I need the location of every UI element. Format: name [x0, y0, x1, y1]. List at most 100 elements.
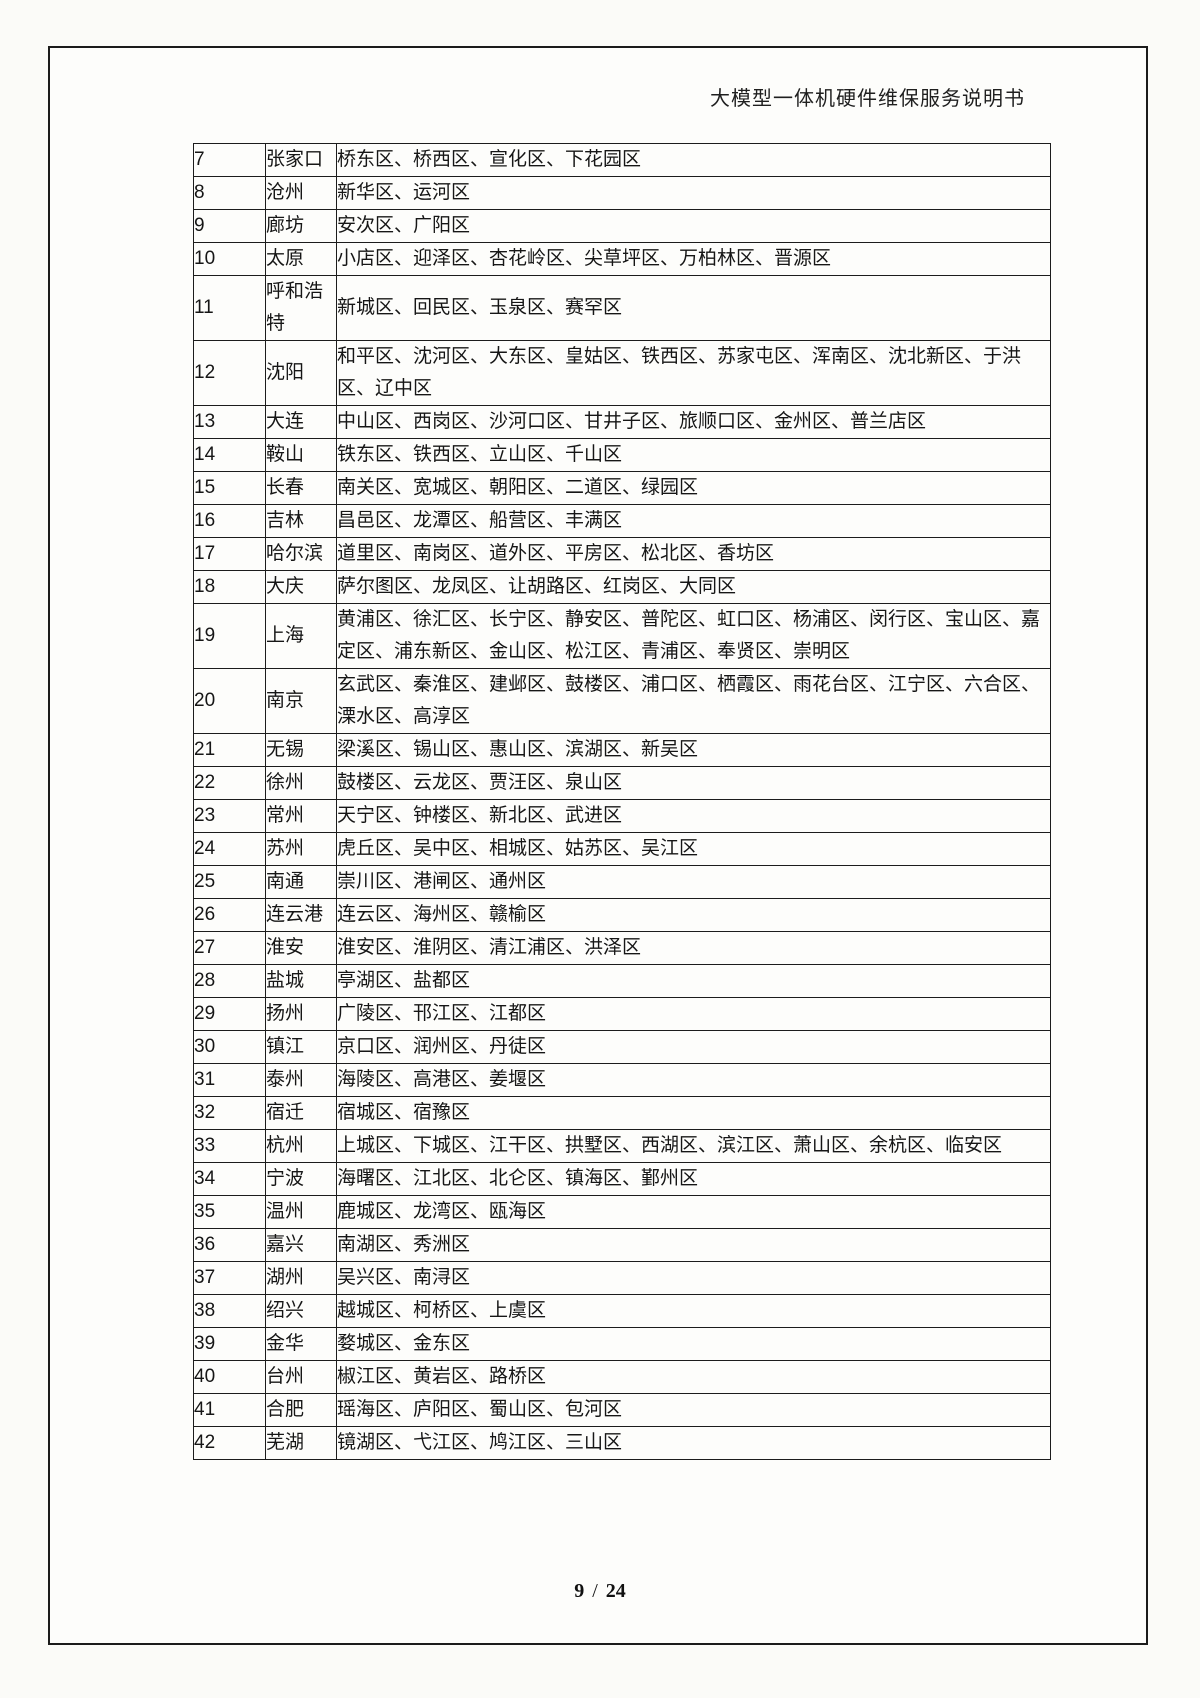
page-number-footer: 9 / 24 [0, 1580, 1200, 1603]
districts-cell: 吴兴区、南浔区 [336, 1261, 1051, 1295]
row-number-cell: 8 [193, 176, 266, 210]
row-number-cell: 34 [193, 1162, 266, 1196]
table-row: 33 杭州 上城区、下城区、江干区、拱墅区、西湖区、滨江区、萧山区、余杭区、临安… [193, 1129, 1051, 1163]
city-name-cell: 沈阳 [265, 340, 337, 406]
districts-cell: 鹿城区、龙湾区、瓯海区 [336, 1195, 1051, 1229]
row-number-cell: 9 [193, 209, 266, 243]
row-number-cell: 10 [193, 242, 266, 276]
city-name-cell: 宁波 [265, 1162, 337, 1196]
row-number-cell: 33 [193, 1129, 266, 1163]
city-name-cell: 绍兴 [265, 1294, 337, 1328]
districts-cell: 椒江区、黄岩区、路桥区 [336, 1360, 1051, 1394]
page-number-divider: / [592, 1580, 598, 1602]
city-name-cell: 无锡 [265, 733, 337, 767]
city-name-cell: 廊坊 [265, 209, 337, 243]
city-name-cell: 扬州 [265, 997, 337, 1031]
row-number-cell: 41 [193, 1393, 266, 1427]
districts-cell: 淮安区、淮阴区、清江浦区、洪泽区 [336, 931, 1051, 965]
row-number-cell: 28 [193, 964, 266, 998]
table-row: 11 呼和浩特 新城区、回民区、玉泉区、赛罕区 [193, 275, 1051, 341]
table-row: 9 廊坊 安次区、广阳区 [193, 209, 1051, 243]
table-row: 36 嘉兴 南湖区、秀洲区 [193, 1228, 1051, 1262]
table-row: 23 常州 天宁区、钟楼区、新北区、武进区 [193, 799, 1051, 833]
row-number-cell: 24 [193, 832, 266, 866]
city-name-cell: 大连 [265, 405, 337, 439]
table-row: 32 宿迁 宿城区、宿豫区 [193, 1096, 1051, 1130]
city-name-cell: 大庆 [265, 570, 337, 604]
row-number-cell: 12 [193, 340, 266, 406]
table-row: 42 芜湖 镜湖区、弋江区、鸠江区、三山区 [193, 1426, 1051, 1460]
table-row: 24 苏州 虎丘区、吴中区、相城区、姑苏区、吴江区 [193, 832, 1051, 866]
table-row: 31 泰州 海陵区、高港区、姜堰区 [193, 1063, 1051, 1097]
districts-cell: 南关区、宽城区、朝阳区、二道区、绿园区 [336, 471, 1051, 505]
districts-cell: 越城区、柯桥区、上虞区 [336, 1294, 1051, 1328]
row-number-cell: 37 [193, 1261, 266, 1295]
table-row: 40 台州 椒江区、黄岩区、路桥区 [193, 1360, 1051, 1394]
table-row: 12 沈阳 和平区、沈河区、大东区、皇姑区、铁西区、苏家屯区、浑南区、沈北新区、… [193, 340, 1051, 406]
row-number-cell: 7 [193, 143, 266, 177]
row-number-cell: 32 [193, 1096, 266, 1130]
row-number-cell: 26 [193, 898, 266, 932]
row-number-cell: 22 [193, 766, 266, 800]
city-name-cell: 长春 [265, 471, 337, 505]
districts-cell: 婺城区、金东区 [336, 1327, 1051, 1361]
districts-cell: 道里区、南岗区、道外区、平房区、松北区、香坊区 [336, 537, 1051, 571]
districts-cell: 安次区、广阳区 [336, 209, 1051, 243]
city-name-cell: 上海 [265, 603, 337, 669]
table-row: 14 鞍山 铁东区、铁西区、立山区、千山区 [193, 438, 1051, 472]
table-row: 27 淮安 淮安区、淮阴区、清江浦区、洪泽区 [193, 931, 1051, 965]
table-row: 21 无锡 梁溪区、锡山区、惠山区、滨湖区、新吴区 [193, 733, 1051, 767]
districts-cell: 和平区、沈河区、大东区、皇姑区、铁西区、苏家屯区、浑南区、沈北新区、于洪区、辽中… [336, 340, 1051, 406]
city-name-cell: 呼和浩特 [265, 275, 337, 341]
row-number-cell: 18 [193, 570, 266, 604]
row-number-cell: 14 [193, 438, 266, 472]
row-number-cell: 15 [193, 471, 266, 505]
districts-cell: 天宁区、钟楼区、新北区、武进区 [336, 799, 1051, 833]
districts-cell: 萨尔图区、龙凤区、让胡路区、红岗区、大同区 [336, 570, 1051, 604]
city-name-cell: 连云港 [265, 898, 337, 932]
city-name-cell: 吉林 [265, 504, 337, 538]
current-page-number: 9 [574, 1580, 585, 1602]
row-number-cell: 17 [193, 537, 266, 571]
table-row: 15 长春 南关区、宽城区、朝阳区、二道区、绿园区 [193, 471, 1051, 505]
row-number-cell: 13 [193, 405, 266, 439]
districts-cell: 崇川区、港闸区、通州区 [336, 865, 1051, 899]
city-name-cell: 徐州 [265, 766, 337, 800]
city-name-cell: 淮安 [265, 931, 337, 965]
table-row: 25 南通 崇川区、港闸区、通州区 [193, 865, 1051, 899]
table-row: 38 绍兴 越城区、柯桥区、上虞区 [193, 1294, 1051, 1328]
row-number-cell: 23 [193, 799, 266, 833]
districts-cell: 南湖区、秀洲区 [336, 1228, 1051, 1262]
table-row: 28 盐城 亭湖区、盐都区 [193, 964, 1051, 998]
table-row: 20 南京 玄武区、秦淮区、建邺区、鼓楼区、浦口区、栖霞区、雨花台区、江宁区、六… [193, 668, 1051, 734]
row-number-cell: 25 [193, 865, 266, 899]
table-row: 37 湖州 吴兴区、南浔区 [193, 1261, 1051, 1295]
city-name-cell: 温州 [265, 1195, 337, 1229]
table-row: 17 哈尔滨 道里区、南岗区、道外区、平房区、松北区、香坊区 [193, 537, 1051, 571]
city-name-cell: 镇江 [265, 1030, 337, 1064]
city-name-cell: 金华 [265, 1327, 337, 1361]
city-district-table: 7 张家口 桥东区、桥西区、宣化区、下花园区 8 沧州 新华区、运河区 9 廊坊… [193, 143, 1051, 1460]
city-name-cell: 鞍山 [265, 438, 337, 472]
city-name-cell: 哈尔滨 [265, 537, 337, 571]
districts-cell: 昌邑区、龙潭区、船营区、丰满区 [336, 504, 1051, 538]
table-row: 26 连云港 连云区、海州区、赣榆区 [193, 898, 1051, 932]
row-number-cell: 20 [193, 668, 266, 734]
city-name-cell: 泰州 [265, 1063, 337, 1097]
total-page-count: 24 [605, 1580, 626, 1602]
document-header-title: 大模型一体机硬件维保服务说明书 [710, 88, 1025, 110]
table-row: 7 张家口 桥东区、桥西区、宣化区、下花园区 [193, 143, 1051, 177]
table-body: 7 张家口 桥东区、桥西区、宣化区、下花园区 8 沧州 新华区、运河区 9 廊坊… [193, 143, 1051, 1460]
city-name-cell: 杭州 [265, 1129, 337, 1163]
table-row: 34 宁波 海曙区、江北区、北仑区、镇海区、鄞州区 [193, 1162, 1051, 1196]
row-number-cell: 21 [193, 733, 266, 767]
row-number-cell: 40 [193, 1360, 266, 1394]
city-name-cell: 苏州 [265, 832, 337, 866]
districts-cell: 亭湖区、盐都区 [336, 964, 1051, 998]
row-number-cell: 16 [193, 504, 266, 538]
districts-cell: 虎丘区、吴中区、相城区、姑苏区、吴江区 [336, 832, 1051, 866]
row-number-cell: 36 [193, 1228, 266, 1262]
row-number-cell: 42 [193, 1426, 266, 1460]
table-row: 35 温州 鹿城区、龙湾区、瓯海区 [193, 1195, 1051, 1229]
table-row: 10 太原 小店区、迎泽区、杏花岭区、尖草坪区、万柏林区、晋源区 [193, 242, 1051, 276]
